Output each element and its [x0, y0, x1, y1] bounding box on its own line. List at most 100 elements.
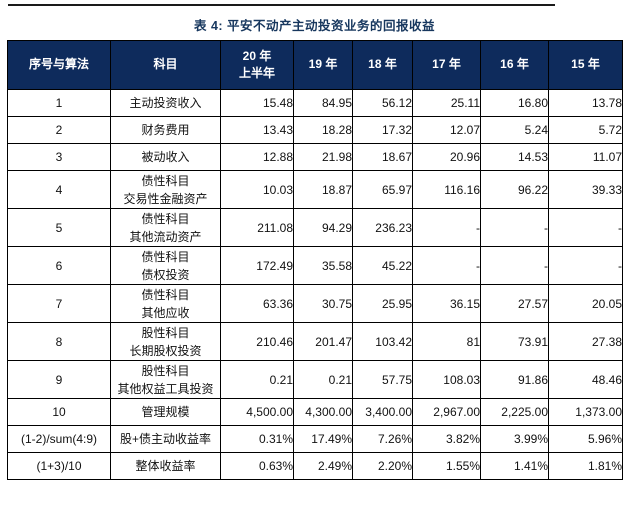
header-cell: 15 年 [548, 40, 623, 90]
row-value-cell: 2,225.00 [480, 398, 549, 426]
row-value-cell: 4,500.00 [220, 398, 294, 426]
row-value-cell: 14.53 [480, 143, 549, 171]
row-value-cell: 18.28 [293, 116, 353, 144]
row-value-cell: 0.31% [220, 425, 294, 453]
row-value-cell: 12.88 [220, 143, 294, 171]
row-value-cell: 11.07 [548, 143, 623, 171]
header-cell: 18 年 [352, 40, 413, 90]
row-algo-cell: 1 [7, 89, 111, 117]
row-value-cell: 16.80 [480, 89, 549, 117]
row-value-cell: 15.48 [220, 89, 294, 117]
row-value-cell: 35.58 [293, 246, 353, 285]
table-row: 5 债性科目 其他流动资产 211.08 94.29 236.23- - - [7, 208, 623, 247]
row-algo-cell: 10 [7, 398, 111, 426]
row-value-cell: 30.75 [293, 284, 353, 323]
row-value-cell: - [480, 208, 549, 247]
row-value-cell: 2.49% [293, 452, 353, 480]
row-algo-cell: 2 [7, 116, 111, 144]
row-value-cell: 91.86 [480, 360, 549, 399]
row-value-cell: 236.23 [352, 208, 413, 247]
row-value-cell: 0.63% [220, 452, 294, 480]
row-algo-cell: 9 [7, 360, 111, 399]
table-row: 7 债性科目 其他应收 63.36 30.75 25.95 36.15 27.57 20.05 [7, 284, 623, 323]
row-value-cell: 1.55% [412, 452, 481, 480]
row-algo-cell: 6 [7, 246, 111, 285]
report-table: 序号与算法 科目 20 年 上半年 19 年 18 年 17 年 16 年 15 年 1 主动投… [7, 40, 623, 480]
row-algo-cell: (1-2)/sum(4:9) [7, 425, 111, 453]
row-value-cell: 45.22 [352, 246, 413, 285]
row-value-cell: 4,300.00 [293, 398, 353, 426]
row-algo-cell: 8 [7, 322, 111, 361]
row-value-cell: 65.97 [352, 170, 413, 209]
row-subject-cell: 管理规模 [110, 398, 221, 426]
table-row: 8 股性科目 长期股权投资 210.46 201.47 103.42 81 73.91 27.… [7, 322, 623, 361]
header-row: 序号与算法 科目 20 年 上半年 19 年 18 年 17 年 16 年 15 年 [7, 40, 623, 90]
row-subject-cell: 整体收益率 [110, 452, 221, 480]
row-value-cell: 2,967.00 [412, 398, 481, 426]
table-row: 9 股性科目 其他权益工具投资 0.21 0.21 57.75 108.03 91.86 48… [7, 360, 623, 399]
row-value-cell: 48.46 [548, 360, 623, 399]
row-value-cell: 0.21 [220, 360, 294, 399]
row-value-cell: 63.36 [220, 284, 294, 323]
row-value-cell: 20.05 [548, 284, 623, 323]
row-value-cell: 94.29 [293, 208, 353, 247]
row-value-cell: 201.47 [293, 322, 353, 361]
header-cell: 序号与算法 [7, 40, 111, 90]
row-value-cell: 116.16 [412, 170, 481, 209]
top-divider [8, 4, 555, 6]
row-value-cell: 0.21 [293, 360, 353, 399]
row-value-cell: 1.81% [548, 452, 623, 480]
row-value-cell: 57.75 [352, 360, 413, 399]
row-algo-cell: 4 [7, 170, 111, 209]
table-row: 4 债性科目 交易性金融资产 10.03 18.87 65.97 116.16 96.22 3… [7, 170, 623, 209]
row-value-cell: 81 [412, 322, 481, 361]
table-row: 6 债性科目 债权投资 172.49 35.58 45.22- - - [7, 246, 623, 285]
row-value-cell: - [548, 246, 623, 285]
row-subject-cell: 财务费用 [110, 116, 221, 144]
table-row: (1-2)/sum(4:9) 股+债主动收益率 0.31% 17.49% 7.26% 3.… [7, 425, 623, 453]
row-value-cell: 56.12 [352, 89, 413, 117]
row-value-cell: 10.03 [220, 170, 294, 209]
row-value-cell: 39.33 [548, 170, 623, 209]
row-algo-cell: (1+3)/10 [7, 452, 111, 480]
table-title: 表 4: 平安不动产主动投资业务的回报收益 [193, 19, 436, 33]
row-value-cell: 211.08 [220, 208, 294, 247]
row-value-cell: 17.32 [352, 116, 413, 144]
table-row: 3 被动收入 12.88 21.98 18.67 20.96 14.53 11.07 [7, 143, 623, 171]
row-value-cell: 12.07 [412, 116, 481, 144]
row-subject-cell: 主动投资收入 [110, 89, 221, 117]
row-value-cell: 172.49 [220, 246, 294, 285]
row-value-cell: 7.26% [352, 425, 413, 453]
table-row: 10 管理规模 4,500.00 4,300.00 3,400.00 2,967.00 2,… [7, 398, 623, 426]
table-row: (1+3)/10 整体收益率 0.63% 2.49% 2.20% 1.55% 1.41% 1.… [7, 452, 623, 480]
table-row: 1 主动投资收入 15.48 84.95 56.12 25.11 16.80 13.78 [7, 89, 623, 117]
row-value-cell: 27.38 [548, 322, 623, 361]
row-value-cell: - [548, 208, 623, 247]
row-value-cell: 21.98 [293, 143, 353, 171]
table-body: 1 主动投资收入 15.48 84.95 56.12 25.11 16.80 13.78 2 财务… [7, 89, 623, 480]
row-value-cell: 103.42 [352, 322, 413, 361]
row-value-cell: 20.96 [412, 143, 481, 171]
row-subject-cell: 股+债主动收益率 [110, 425, 221, 453]
row-subject-cell: 债性科目 其他流动资产 [110, 208, 221, 247]
header-cell: 17 年 [412, 40, 481, 90]
row-algo-cell: 3 [7, 143, 111, 171]
row-value-cell: 73.91 [480, 322, 549, 361]
row-value-cell: 17.49% [293, 425, 353, 453]
row-value-cell: 13.43 [220, 116, 294, 144]
table-row: 2 财务费用 13.43 18.28 17.32 12.07 5.24 5.72 [7, 116, 623, 144]
row-value-cell: 3.99% [480, 425, 549, 453]
table-header: 序号与算法 科目 20 年 上半年 19 年 18 年 17 年 16 年 15 年 [7, 40, 623, 90]
row-value-cell: - [480, 246, 549, 285]
row-value-cell: - [412, 246, 481, 285]
row-algo-cell: 5 [7, 208, 111, 247]
header-cell: 20 年 上半年 [220, 40, 294, 90]
row-value-cell: 5.96% [548, 425, 623, 453]
row-value-cell: 27.57 [480, 284, 549, 323]
row-value-cell: 36.15 [412, 284, 481, 323]
row-subject-cell: 债性科目 其他应收 [110, 284, 221, 323]
row-value-cell: 18.87 [293, 170, 353, 209]
row-subject-cell: 债性科目 交易性金融资产 [110, 170, 221, 209]
header-cell: 19 年 [293, 40, 353, 90]
